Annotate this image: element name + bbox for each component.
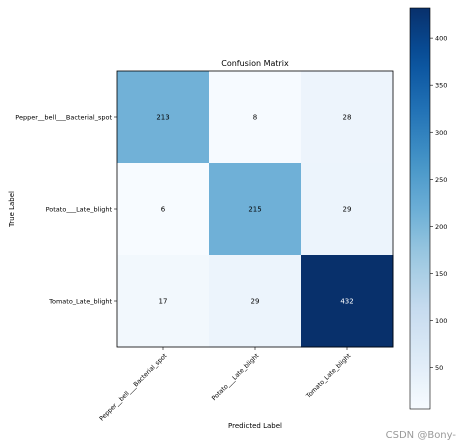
matrix-cells <box>117 71 394 348</box>
matrix-cell <box>301 71 394 164</box>
matrix-cell <box>301 163 394 256</box>
colorbar-tick-label: 150 <box>435 270 447 278</box>
x-tick-label: Pepper__bell___Bacterial_spot <box>98 352 168 422</box>
matrix-cell <box>209 255 302 348</box>
y-tick-label: Potato___Late_blight <box>46 206 113 214</box>
matrix-cell-value: 213 <box>156 114 169 122</box>
colorbar-tick-label: 100 <box>435 317 447 325</box>
matrix-cell-value: 29 <box>251 298 260 306</box>
colorbar-tick-label: 50 <box>435 364 443 372</box>
colorbar <box>409 7 431 410</box>
colorbar-tick-label: 300 <box>435 129 447 137</box>
colorbar-tick-label: 350 <box>435 82 447 90</box>
matrix-cell-value: 8 <box>253 114 257 122</box>
matrix-cell <box>209 71 302 164</box>
matrix-cell <box>117 255 210 348</box>
y-axis-label: True Label <box>8 191 16 228</box>
matrix-cell <box>209 163 302 256</box>
matrix-cell-value: 29 <box>343 206 352 214</box>
watermark: CSDN @Bony- <box>385 430 456 441</box>
x-axis-label: Predicted Label <box>228 422 282 430</box>
matrix-cell <box>117 163 210 256</box>
colorbar-tick-label: 200 <box>435 223 447 231</box>
y-tick-label: Tomato_Late_blight <box>48 298 112 306</box>
colorbar-tick-label: 400 <box>435 35 447 43</box>
matrix-cell <box>301 255 394 348</box>
x-axis-ticks: Pepper__bell___Bacterial_spot Potato___La… <box>98 347 353 423</box>
matrix-cell-value: 17 <box>159 298 168 306</box>
x-tick-label: Tomato_Late_blight <box>304 352 352 400</box>
colorbar-tick-label: 250 <box>435 176 447 184</box>
colorbar-ticks: 50 100 150 200 250 300 350 400 <box>430 35 447 372</box>
chart-title: Confusion Matrix <box>221 59 289 68</box>
matrix-cell-labels: 213 8 28 6 215 29 17 29 432 <box>156 114 353 306</box>
matrix-cell-value: 215 <box>248 206 261 214</box>
matrix-cell <box>117 71 210 164</box>
x-tick-label: Potato___Late_blight <box>211 352 261 402</box>
y-tick-label: Pepper__bell___Bacterial_spot <box>15 114 112 122</box>
y-axis-ticks: Pepper__bell___Bacterial_spot Potato___La… <box>15 114 117 306</box>
matrix-cell-value: 28 <box>343 114 352 122</box>
matrix-cell-value: 432 <box>340 298 353 306</box>
matrix-cell-value: 6 <box>161 206 166 214</box>
